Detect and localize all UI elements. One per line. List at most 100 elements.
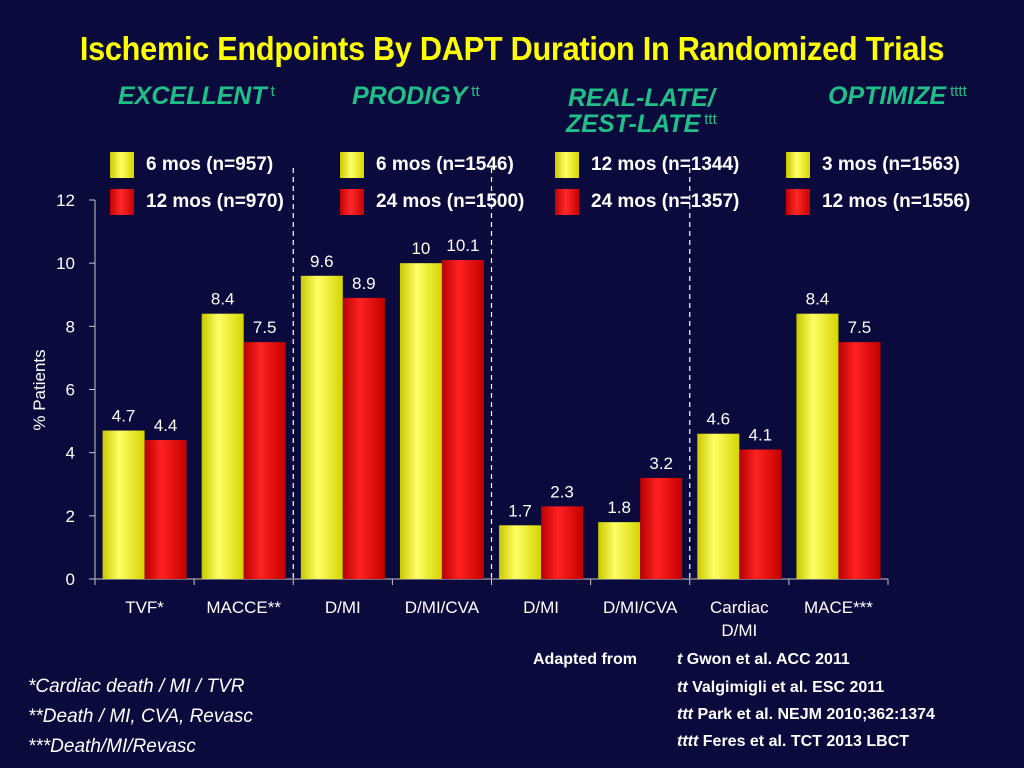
reference-text: Feres et al. TCT 2013 LBCT (702, 733, 910, 750)
reference-mark: t (677, 651, 683, 668)
legend-excellent-short: 6 mos (n=957) (110, 150, 273, 180)
yellow-swatch (555, 152, 579, 178)
y-tick-label: 8 (66, 317, 75, 336)
bar-long-dapt (838, 342, 881, 579)
bar-long-dapt (243, 342, 286, 579)
x-category-label: D/MI/CVA (603, 598, 678, 617)
slide-title: Ischemic Endpoints By DAPT Duration In R… (79, 30, 945, 67)
trial-real-late: REAL-LATE/ (568, 84, 715, 112)
red-swatch (786, 189, 810, 215)
reference-mark: ttt (677, 706, 693, 723)
footnote-3: ***Death/MI/Revasc (28, 736, 196, 757)
bar-long-dapt (144, 440, 187, 579)
legend-prodigy-short: 6 mos (n=1546) (340, 150, 514, 180)
yellow-swatch (110, 152, 134, 178)
x-category-label: D/MI (721, 621, 757, 640)
yellow-swatch (786, 152, 810, 178)
x-category-label: MACE*** (804, 598, 873, 617)
reference-3: ttt Park et al. NEJM 2010;362:1374 (677, 706, 935, 724)
reference-4: tttt Feres et al. TCT 2013 LBCT (677, 733, 909, 751)
trial-optimize-name: OPTIMIZE (828, 82, 947, 110)
bar-short-dapt (102, 430, 145, 579)
y-tick-label: 2 (66, 507, 75, 526)
bar-short-dapt (697, 433, 740, 579)
data-label: 1.7 (508, 501, 532, 520)
legend-label: 12 mos (n=970) (146, 191, 284, 212)
legend-real-late-short: 12 mos (n=1344) (555, 150, 739, 180)
x-category-label: MACCE** (206, 598, 281, 617)
data-label: 1.8 (607, 498, 631, 517)
trial-prodigy-name: PRODIGY (352, 82, 468, 110)
trial-prodigy-mark: tt (471, 83, 480, 100)
legend-real-late-long: 24 mos (n=1357) (555, 187, 739, 217)
reference-1: t Gwon et al. ACC 2011 (677, 651, 850, 669)
y-tick-label: 6 (66, 381, 75, 400)
bar-long-dapt (640, 477, 683, 579)
legend-label: 12 mos (n=1556) (822, 191, 971, 212)
x-category-label: D/MI/CVA (405, 598, 480, 617)
bar-short-dapt (499, 525, 542, 579)
legend-label: 3 mos (n=1563) (822, 154, 960, 175)
data-label: 8.4 (806, 290, 830, 309)
bar-long-dapt (342, 297, 385, 579)
data-label: 8.4 (211, 290, 235, 309)
data-label: 10 (411, 239, 430, 258)
adapted-from: Adapted from (533, 651, 637, 668)
bar-long-dapt (541, 506, 584, 579)
data-label: 9.6 (310, 252, 334, 271)
bar-short-dapt (399, 263, 442, 579)
trial-zest-late-mark: ttt (704, 111, 717, 128)
reference-text: Park et al. NEJM 2010;362:1374 (697, 706, 935, 723)
legend-label: 24 mos (n=1500) (376, 191, 525, 212)
trial-excellent-name: EXCELLENT (118, 82, 267, 110)
data-label: 7.5 (253, 318, 277, 337)
data-label: 7.5 (848, 318, 872, 337)
legend-label: 24 mos (n=1357) (591, 191, 740, 212)
data-label: 4.4 (154, 416, 178, 435)
legend-label: 12 mos (n=1344) (591, 154, 740, 175)
bar-long-dapt (739, 449, 782, 579)
legend-label: 6 mos (n=1546) (376, 154, 514, 175)
x-category-label: D/MI (523, 598, 559, 617)
legend-optimize-short: 3 mos (n=1563) (786, 150, 960, 180)
trial-excellent: EXCELLENT t (118, 82, 275, 110)
legend-optimize-long: 12 mos (n=1556) (786, 187, 970, 217)
data-label: 4.1 (748, 426, 772, 445)
bar-short-dapt (300, 275, 343, 579)
bar-long-dapt (441, 260, 484, 579)
red-swatch (340, 189, 364, 215)
data-label: 4.6 (706, 410, 730, 429)
red-swatch (555, 189, 579, 215)
trial-zest-late: ZEST-LATE ttt (566, 110, 717, 138)
x-category-label: Cardiac (710, 598, 769, 617)
red-swatch (110, 189, 134, 215)
legend-prodigy-long: 24 mos (n=1500) (340, 187, 524, 217)
legend-excellent-long: 12 mos (n=970) (110, 187, 284, 217)
bar-short-dapt (201, 313, 244, 579)
trial-real-late-name: REAL-LATE/ (568, 84, 715, 112)
data-label: 3.2 (649, 454, 673, 473)
trial-prodigy: PRODIGY tt (352, 82, 480, 110)
y-tick-label: 10 (56, 254, 75, 273)
reference-text: Gwon et al. ACC 2011 (686, 651, 850, 668)
legend-label: 6 mos (n=957) (146, 154, 274, 175)
footnote-1: *Cardiac death / MI / TVR (28, 676, 245, 697)
trial-optimize: OPTIMIZE tttt (828, 82, 967, 110)
y-tick-label: 12 (56, 191, 75, 210)
y-tick-label: 0 (66, 570, 75, 589)
trial-optimize-mark: tttt (950, 83, 967, 100)
y-axis-label: % Patients (30, 349, 49, 430)
trial-excellent-mark: t (270, 83, 275, 100)
bar-short-dapt (796, 313, 839, 579)
data-label: 10.1 (446, 236, 479, 255)
y-tick-label: 4 (66, 444, 75, 463)
reference-text: Valgimigli et al. ESC 2011 (692, 679, 885, 696)
reference-mark: tttt (677, 733, 699, 750)
reference-mark: tt (677, 679, 688, 696)
reference-2: tt Valgimigli et al. ESC 2011 (677, 679, 884, 697)
bar-short-dapt (598, 522, 641, 579)
data-label: 2.3 (550, 482, 574, 501)
x-category-label: TVF* (125, 598, 164, 617)
x-category-label: D/MI (325, 598, 361, 617)
